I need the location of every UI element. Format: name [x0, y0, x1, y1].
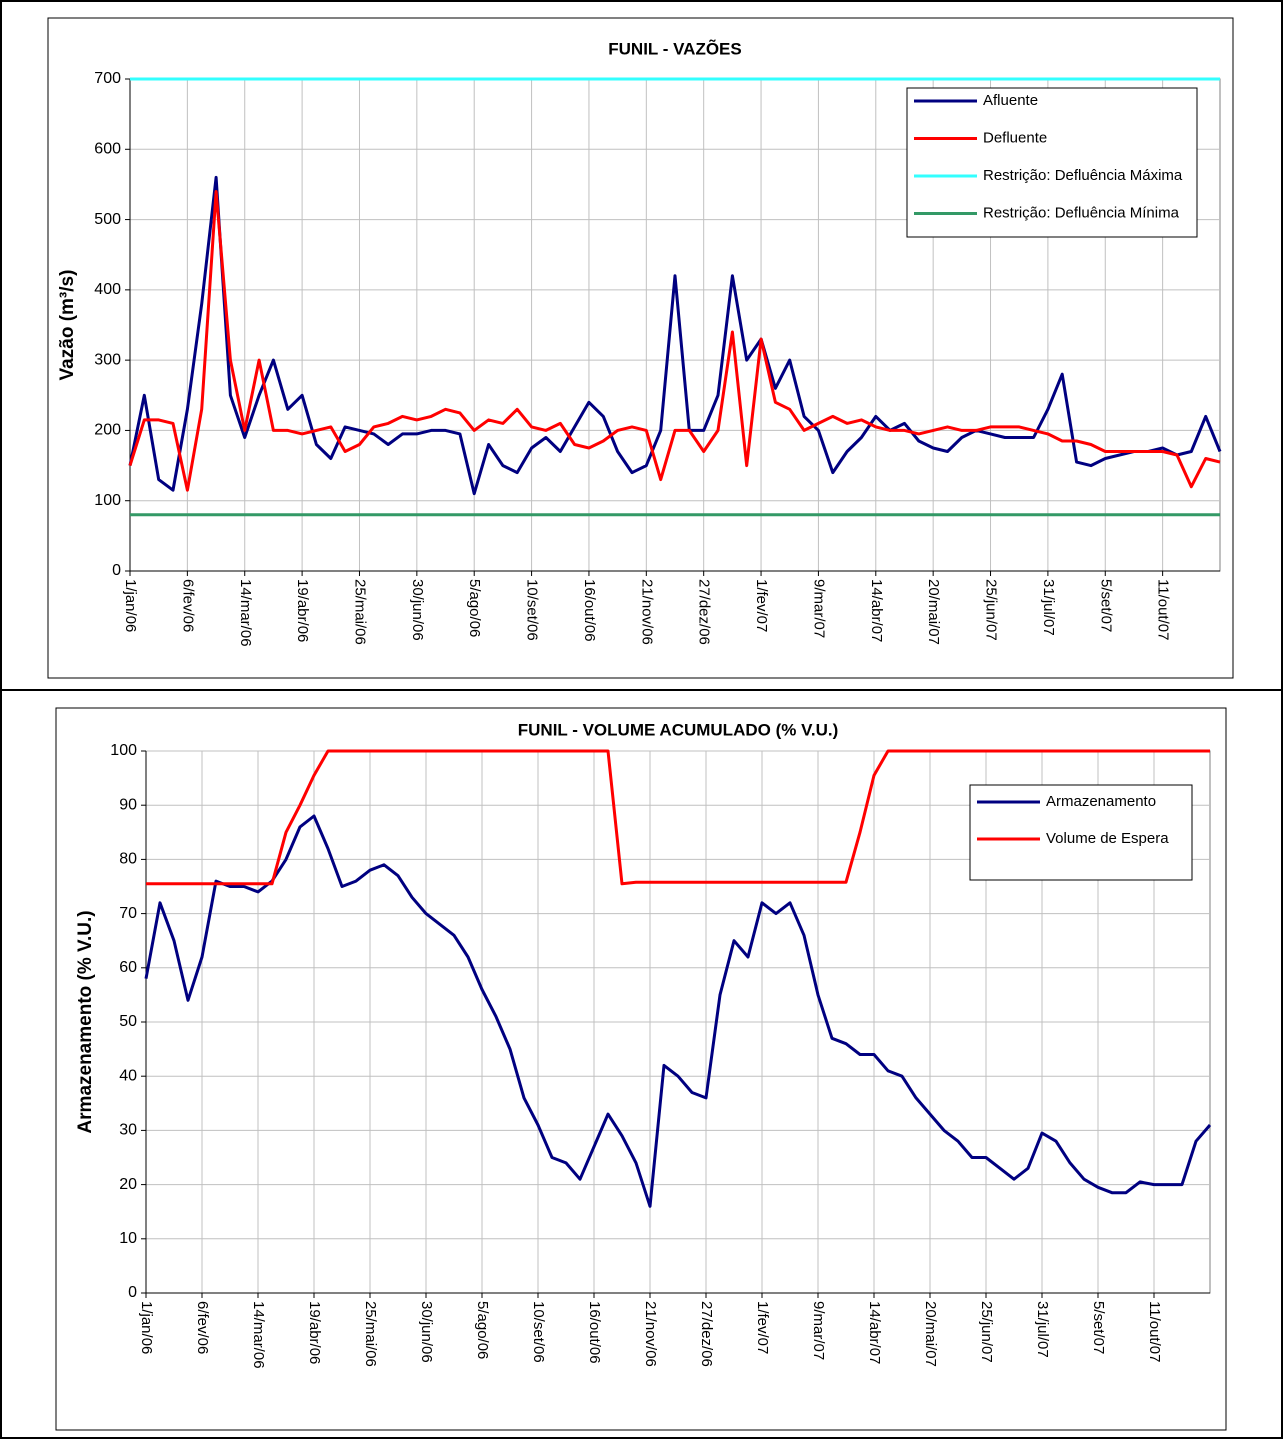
x-tick-label: 27/dez/06	[698, 1301, 715, 1367]
y-tick-label: 100	[110, 742, 137, 759]
series-line	[128, 175, 1222, 496]
x-tick-label: 21/nov/06	[638, 579, 655, 645]
series-line	[128, 190, 1221, 492]
x-tick-label: 14/abr/07	[866, 1301, 883, 1364]
x-tick-label: 5/ago/06	[466, 579, 483, 637]
x-tick-label: 14/abr/07	[868, 579, 885, 642]
y-tick-label: 70	[119, 905, 137, 922]
y-tick-label: 60	[119, 959, 137, 976]
y-tick-label: 80	[119, 851, 137, 868]
x-tick-label: 30/jun/06	[409, 579, 426, 641]
y-tick-label: 500	[94, 211, 121, 228]
x-tick-label: 19/abr/06	[306, 1301, 323, 1364]
legend-label: Volume de Espera	[1046, 830, 1169, 847]
x-tick-label: 25/mai/06	[352, 579, 369, 645]
legend-label: Afluente	[983, 92, 1038, 109]
x-tick-label: 5/ago/06	[474, 1301, 491, 1359]
y-tick-label: 0	[128, 1284, 137, 1301]
x-tick-label: 11/out/07	[1155, 579, 1172, 640]
x-tick-label: 16/out/06	[586, 1301, 603, 1364]
x-tick-label: 20/mai/07	[922, 1301, 939, 1367]
x-tick-label: 1/jan/06	[122, 579, 139, 632]
x-tick-label: 31/jul/07	[1034, 1301, 1051, 1358]
chart-title: FUNIL - VAZÕES	[608, 38, 742, 58]
y-tick-label: 30	[119, 1122, 137, 1139]
y-tick-label: 600	[94, 141, 121, 158]
x-tick-label: 11/out/07	[1146, 1301, 1163, 1362]
x-tick-label: 9/mar/07	[810, 1301, 827, 1360]
x-tick-label: 25/mai/06	[362, 1301, 379, 1367]
x-tick-label: 16/out/06	[581, 579, 598, 642]
chart-title: FUNIL - VOLUME ACUMULADO (% V.U.)	[518, 720, 838, 739]
x-tick-label: 10/set/06	[530, 1301, 547, 1363]
y-tick-label: 20	[119, 1176, 137, 1193]
x-tick-label: 14/mar/06	[250, 1301, 267, 1369]
x-tick-label: 5/set/07	[1097, 579, 1114, 632]
x-tick-label: 9/mar/07	[810, 579, 827, 638]
y-tick-label: 400	[94, 281, 121, 298]
x-tick-label: 10/set/06	[524, 579, 541, 641]
legend-label: Armazenamento	[1046, 793, 1156, 810]
x-tick-label: 1/jan/06	[138, 1301, 155, 1354]
series-line	[146, 749, 1210, 886]
y-tick-label: 200	[94, 422, 121, 439]
x-tick-label: 6/fev/06	[194, 1301, 211, 1354]
x-tick-label: 1/fev/07	[753, 579, 770, 632]
x-tick-label: 31/jul/07	[1040, 579, 1057, 636]
x-tick-label: 6/fev/06	[179, 579, 196, 632]
y-tick-label: 700	[94, 70, 121, 87]
x-tick-label: 21/nov/06	[642, 1301, 659, 1367]
x-tick-label: 1/fev/07	[754, 1301, 771, 1354]
x-tick-label: 14/mar/06	[237, 579, 254, 647]
y-tick-label: 50	[119, 1013, 137, 1030]
x-tick-label: 25/jun/07	[978, 1301, 995, 1363]
x-tick-label: 5/set/07	[1090, 1301, 1107, 1354]
y-axis-label: Vazão (m³/s)	[57, 270, 78, 381]
y-tick-label: 40	[119, 1067, 137, 1084]
y-axis-label: Armazenamento (% V.U.)	[75, 910, 96, 1133]
legend-label: Restrição: Defluência Máxima	[983, 167, 1183, 184]
x-tick-label: 25/jun/07	[983, 579, 1000, 641]
y-tick-label: 0	[112, 562, 121, 579]
y-tick-label: 90	[119, 796, 137, 813]
x-tick-label: 27/dez/06	[696, 579, 713, 645]
legend-label: Defluente	[983, 129, 1047, 146]
y-tick-label: 100	[94, 492, 121, 509]
x-tick-label: 30/jun/06	[418, 1301, 435, 1363]
x-tick-label: 20/mai/07	[925, 579, 942, 645]
y-tick-label: 10	[119, 1230, 137, 1247]
y-tick-label: 300	[94, 351, 121, 368]
legend-label: Restrição: Defluência Mínima	[983, 204, 1180, 221]
x-tick-label: 19/abr/06	[294, 579, 311, 642]
series-line	[144, 814, 1212, 1208]
